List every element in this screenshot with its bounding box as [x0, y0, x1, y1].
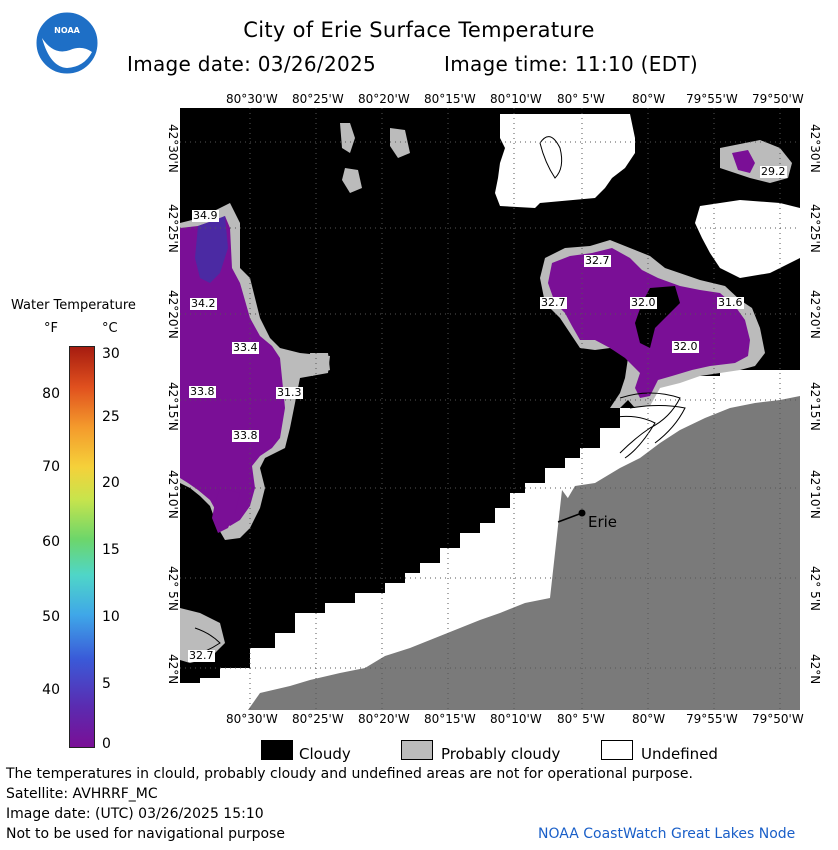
lat-tick-right: 42°25'N — [808, 204, 822, 253]
colorbar-f-tick: 50 — [42, 609, 60, 625]
lon-tick-bottom: 80°20'W — [358, 712, 410, 726]
lon-tick-bottom: 80°25'W — [292, 712, 344, 726]
map-svg — [180, 108, 800, 710]
colorbar-f-tick: 60 — [42, 534, 60, 550]
footer-satellite: Satellite: AVHRRF_MC — [6, 786, 158, 802]
key-probably-cloudy-label: Probably cloudy — [441, 745, 561, 763]
colorbar-c-tick: 5 — [102, 676, 111, 692]
erie-leader — [557, 512, 583, 523]
key-cloudy-swatch — [261, 740, 293, 760]
colorbar-f-tick: 70 — [42, 459, 60, 475]
lat-tick-right: 42°15'N — [808, 382, 822, 431]
color-bar — [69, 346, 95, 748]
colorbar-c-tick: 15 — [102, 542, 120, 558]
lon-tick-top: 80°15'W — [424, 92, 476, 106]
lon-tick-top: 80°25'W — [292, 92, 344, 106]
image-time-label: Image time: 11:10 (EDT) — [444, 52, 699, 76]
land-area — [248, 396, 800, 710]
temp-label: 33.4 — [232, 341, 259, 354]
lon-tick-top: 80°10'W — [490, 92, 542, 106]
lat-tick-left: 42°15'N — [166, 382, 180, 431]
key-undefined-label: Undefined — [641, 745, 718, 763]
legend-unit-f: °F — [44, 321, 58, 336]
water-temp-west-dark — [195, 216, 228, 283]
temp-label: 31.3 — [276, 386, 303, 399]
city-label-erie: Erie — [588, 513, 618, 531]
key-undefined-swatch — [601, 740, 633, 760]
temp-label: 32.7 — [540, 296, 567, 309]
lon-tick-top: 80°W — [632, 92, 666, 106]
colorbar-c-tick: 20 — [102, 475, 120, 491]
probably-cloudy-fragment — [390, 128, 410, 158]
lon-tick-bottom: 79°50'W — [752, 712, 804, 726]
temp-label: 29.2 — [760, 165, 787, 178]
temp-label: 33.8 — [189, 385, 216, 398]
lon-tick-bottom: 79°55'W — [686, 712, 738, 726]
noaa-logo: NOAA — [36, 12, 98, 74]
temp-label: 34.9 — [192, 209, 219, 222]
lat-tick-right: 42°20'N — [808, 290, 822, 339]
probably-cloudy-fragment — [342, 168, 362, 193]
footer-nav-note: Not to be used for navigational purpose — [6, 826, 285, 842]
lon-tick-top: 80°20'W — [358, 92, 410, 106]
water-temp-ne — [732, 150, 755, 173]
page-title: City of Erie Surface Temperature — [243, 18, 595, 42]
undefined-strip — [180, 690, 240, 708]
lat-tick-left: 42°25'N — [166, 204, 180, 253]
temperature-map: 34.9 34.2 33.4 33.8 31.3 33.8 32.7 32.7 … — [180, 108, 800, 710]
colorbar-c-tick: 10 — [102, 609, 120, 625]
footer-credit: NOAA CoastWatch Great Lakes Node — [538, 826, 796, 842]
lat-tick-right: 42°30'N — [808, 124, 822, 173]
colorbar-c-tick: 0 — [102, 736, 111, 752]
lon-tick-bottom: 80°15'W — [424, 712, 476, 726]
probably-cloudy-fragment — [340, 123, 355, 153]
lon-tick-top: 80° 5'W — [557, 92, 605, 106]
lat-tick-right: 42°10'N — [808, 470, 822, 519]
legend-unit-c: °C — [102, 321, 118, 336]
image-date-label: Image date: 03/26/2025 — [127, 52, 377, 76]
lat-tick-right: 42°N — [808, 654, 822, 685]
footer-image-date-utc: Image date: (UTC) 03/26/2025 15:10 — [6, 806, 264, 822]
colorbar-c-tick: 30 — [102, 346, 120, 362]
lon-tick-top: 79°55'W — [686, 92, 738, 106]
water-temp-west-south — [212, 488, 240, 533]
lon-tick-bottom: 80°30'W — [226, 712, 278, 726]
footer-disclaimer: The temperatures in clould, probably clo… — [6, 766, 693, 782]
legend-title: Water Temperature — [11, 298, 136, 313]
grid-lines — [180, 108, 800, 710]
key-probably-cloudy-swatch — [401, 740, 433, 760]
colorbar-c-tick: 25 — [102, 409, 120, 425]
probably-cloudy-fragment — [310, 353, 330, 376]
colorbar-f-tick: 40 — [42, 682, 60, 698]
undefined-area-north — [495, 114, 635, 208]
temp-label: 32.0 — [630, 296, 657, 309]
temp-label: 31.6 — [717, 296, 744, 309]
temp-label: 32.7 — [188, 649, 215, 662]
lat-tick-right: 42° 5'N — [808, 566, 822, 611]
key-cloudy-label: Cloudy — [299, 745, 351, 763]
water-temp-west — [180, 216, 285, 526]
lat-tick-left: 42°10'N — [166, 470, 180, 519]
temp-label: 32.0 — [672, 340, 699, 353]
colorbar-f-tick: 80 — [42, 386, 60, 402]
temp-label: 32.7 — [584, 254, 611, 267]
undefined-area-east — [695, 200, 800, 278]
lon-tick-bottom: 80°10'W — [490, 712, 542, 726]
lat-tick-left: 42° 5'N — [166, 566, 180, 611]
lat-tick-left: 42°30'N — [166, 124, 180, 173]
lat-tick-left: 42°20'N — [166, 290, 180, 339]
lon-tick-top: 79°50'W — [752, 92, 804, 106]
temp-label: 33.8 — [232, 429, 259, 442]
lon-tick-bottom: 80°W — [632, 712, 666, 726]
lon-tick-top: 80°30'W — [226, 92, 278, 106]
lat-tick-left: 42°N — [166, 654, 180, 685]
logo-text: NOAA — [54, 26, 80, 35]
lon-tick-bottom: 80° 5'W — [557, 712, 605, 726]
temp-label: 34.2 — [190, 297, 217, 310]
probably-cloudy-sw — [180, 608, 225, 663]
